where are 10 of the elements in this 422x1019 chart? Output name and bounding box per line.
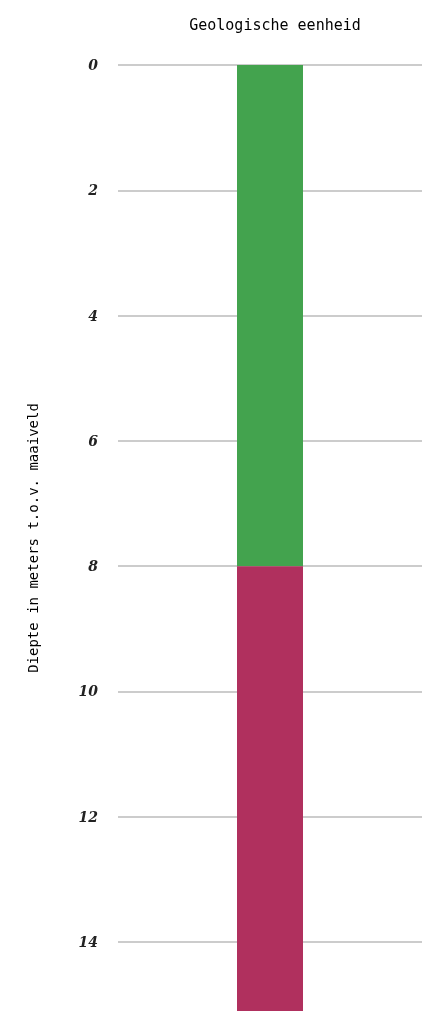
y-tick-label: 0 xyxy=(88,57,99,73)
y-tick-label: 12 xyxy=(78,808,99,825)
y-tick-label: 10 xyxy=(78,683,99,700)
y-tick-label: 8 xyxy=(88,558,99,575)
chart-title: Geologische eenheid xyxy=(189,15,361,34)
y-tick-label: 6 xyxy=(88,432,99,449)
y-tick-label: 14 xyxy=(78,934,98,951)
y-tick-label: 4 xyxy=(88,307,98,324)
y-axis-title: Diepte in meters t.o.v. maaiveld xyxy=(25,403,41,673)
y-tick-label: 2 xyxy=(87,182,99,199)
